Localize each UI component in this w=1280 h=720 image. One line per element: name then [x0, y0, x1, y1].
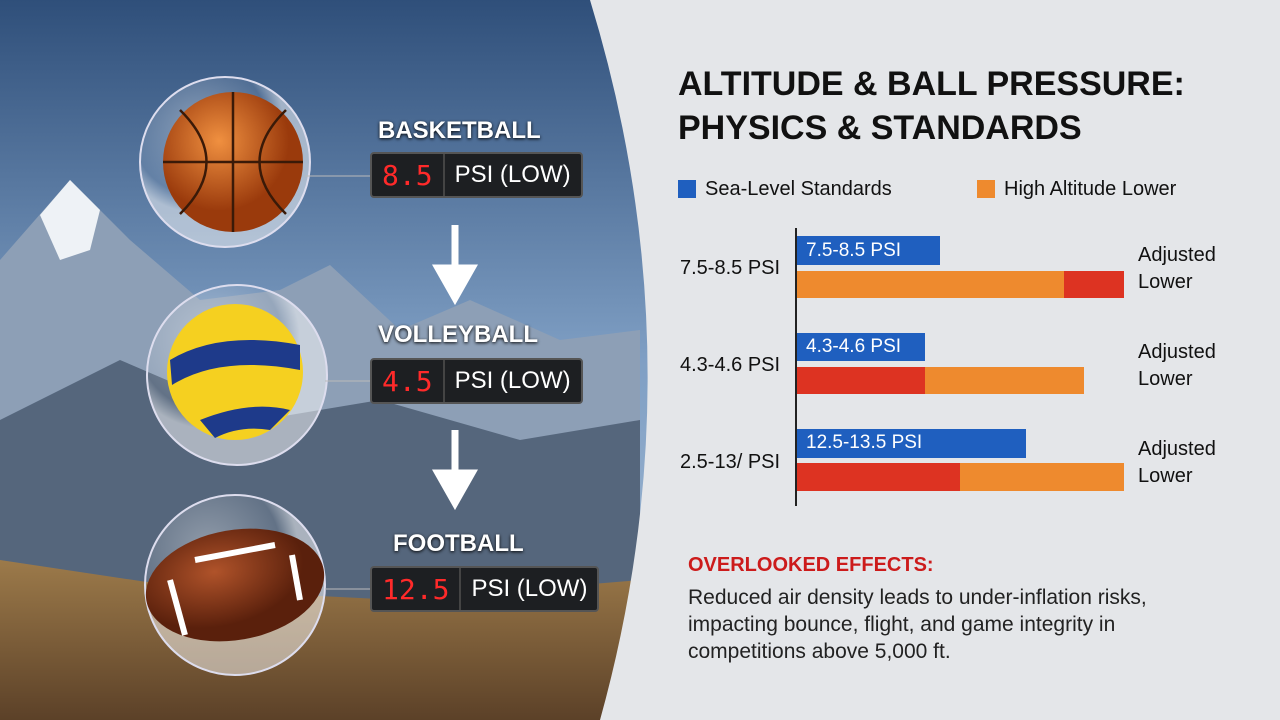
- ball-seams: [163, 92, 303, 232]
- effects-line: impacting bounce, flight, and game integ…: [688, 613, 1116, 636]
- note-line: Lower: [1138, 368, 1193, 390]
- note: Adjusted Lower: [1138, 242, 1216, 296]
- bar: [797, 463, 960, 491]
- unit: PSI (LOW): [471, 575, 588, 602]
- note-line: Adjusted: [1138, 438, 1216, 460]
- pressure-display: 8.5 PSI (LOW): [370, 152, 583, 198]
- snow: [40, 180, 100, 260]
- unit: PSI (LOW): [454, 161, 571, 188]
- right-panel: [590, 0, 1280, 720]
- effects-body: Reduced air density leads to under-infla…: [688, 584, 1147, 665]
- bar: [797, 333, 925, 361]
- bar: [797, 236, 940, 265]
- effects-heading: OVERLOOKED EFFECTS:: [688, 554, 934, 576]
- legend-label: High Altitude Lower: [1004, 178, 1177, 200]
- ball-label: BASKETBALL: [378, 117, 541, 144]
- note: Adjusted Lower: [1138, 436, 1216, 490]
- note-line: Lower: [1138, 465, 1193, 487]
- reading: 12.5: [372, 568, 462, 610]
- volleyball-panel: [200, 406, 290, 438]
- arrow: [431, 430, 479, 511]
- title: ALTITUDE & BALL PRESSURE: PHYSICS & STAN…: [678, 62, 1185, 150]
- pressure-display: 12.5 PSI (LOW): [370, 566, 600, 612]
- effects-line: competitions above 5,000 ft.: [688, 640, 951, 663]
- bar: [797, 271, 1064, 298]
- effects-line: Reduced air density leads to under-infla…: [688, 586, 1147, 609]
- note-line: Lower: [1138, 271, 1193, 293]
- bar: [1064, 271, 1124, 298]
- unit: PSI (LOW): [454, 367, 571, 394]
- reading: 4.5: [372, 360, 445, 402]
- bar: [797, 367, 925, 394]
- bar-label: 12.5-13.5 PSI: [806, 432, 923, 453]
- volleyball-panel: [170, 340, 300, 385]
- legend-swatch: [977, 180, 995, 198]
- arrow: [431, 225, 479, 306]
- pressure-display: 4.5 PSI (LOW): [370, 358, 583, 404]
- note: Adjusted Lower: [1138, 339, 1216, 393]
- ball-label: VOLLEYBALL: [378, 321, 538, 348]
- football-laces: [167, 542, 303, 636]
- reading: 8.5: [372, 154, 445, 196]
- note-line: Adjusted: [1138, 341, 1216, 363]
- legend-label: Sea-Level Standards: [705, 178, 892, 200]
- row-label: 7.5-8.5 PSI: [680, 257, 781, 279]
- title-line: PHYSICS & STANDARDS: [678, 109, 1082, 147]
- row-label: 2.5-13/ PSI: [680, 451, 781, 473]
- legend-swatch: [678, 180, 696, 198]
- row-label: 4.3-4.6 PSI: [680, 354, 781, 376]
- bar-label: 7.5-8.5 PSI: [806, 240, 902, 261]
- volleyball: [167, 304, 303, 440]
- football: [145, 528, 325, 642]
- bar: [925, 367, 1084, 394]
- ball-label: FOOTBALL: [393, 530, 524, 557]
- note-line: Adjusted: [1138, 244, 1216, 266]
- title-line: ALTITUDE & BALL PRESSURE:: [678, 65, 1185, 103]
- bar: [797, 429, 1026, 458]
- bar: [960, 463, 1124, 491]
- bar-label: 4.3-4.6 PSI: [806, 336, 902, 357]
